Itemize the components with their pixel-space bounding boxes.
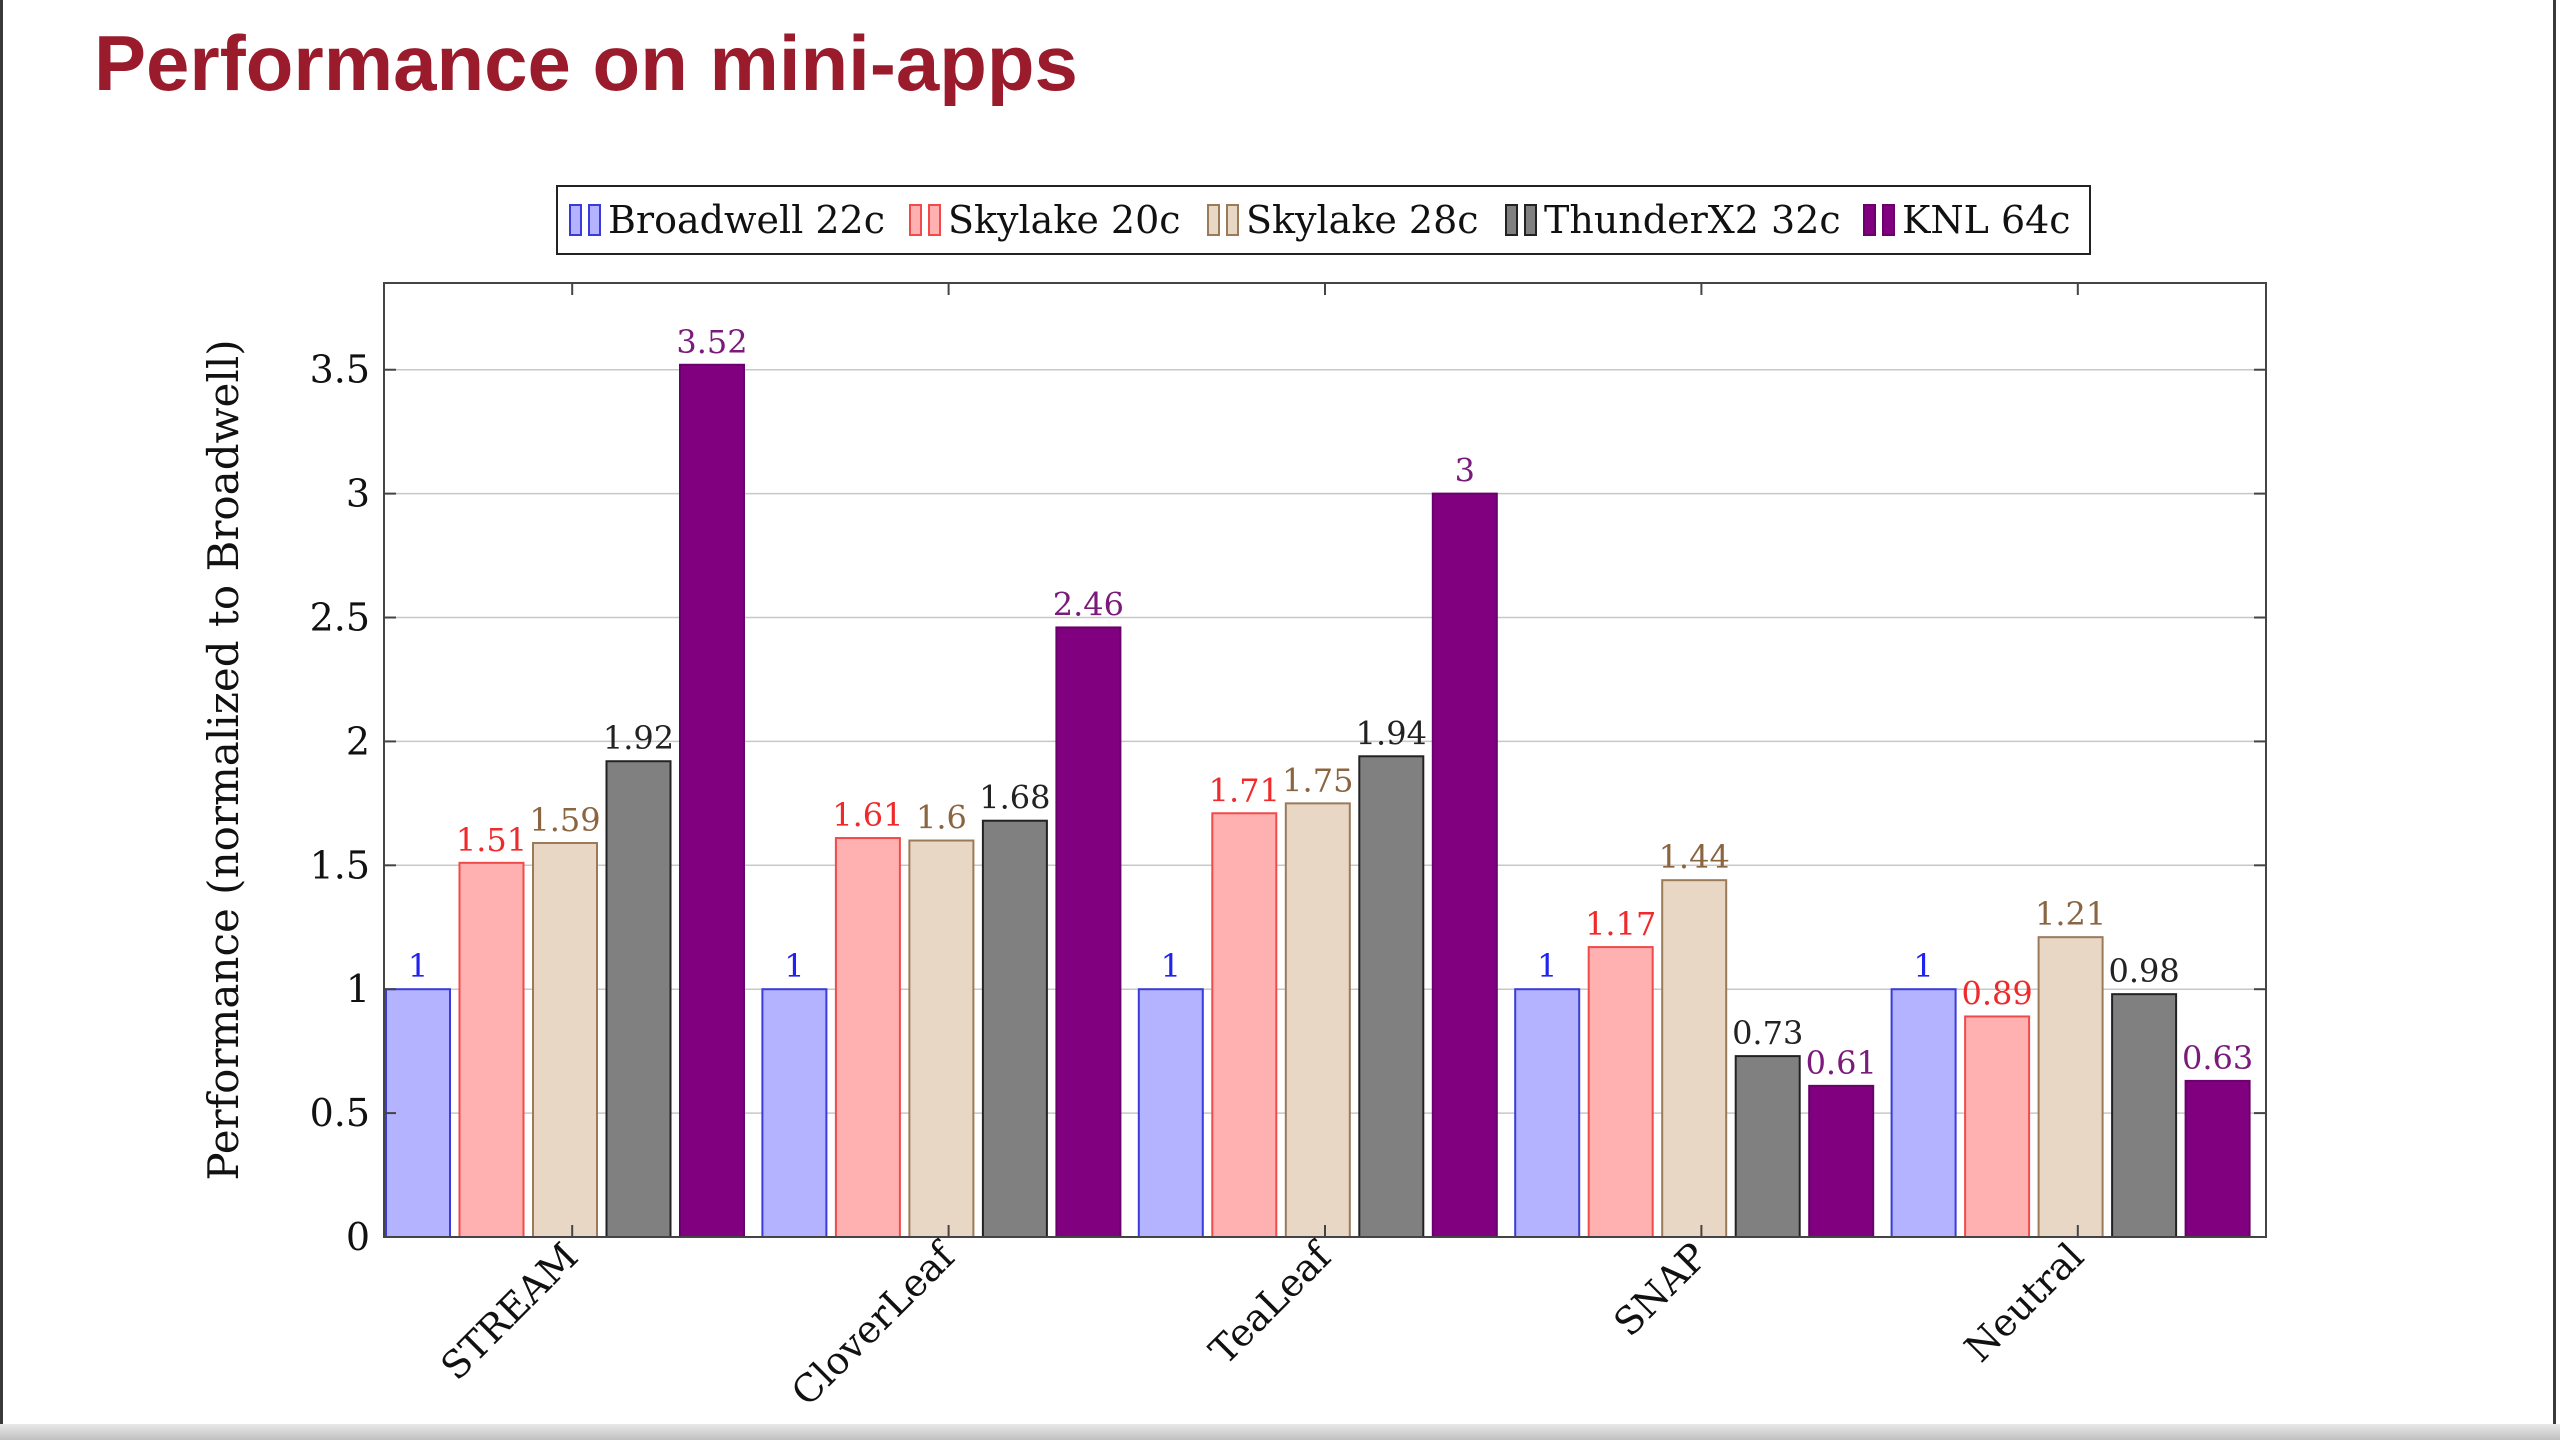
data-label: 0.61: [1806, 1044, 1877, 1082]
y-tick-label: 1: [346, 967, 370, 1011]
legend-label: Skylake 20c: [948, 198, 1181, 242]
data-label: 0.98: [2108, 952, 2179, 990]
bar: [458, 861, 525, 1238]
data-label: 1.44: [1659, 838, 1730, 876]
y-tick-label: 2.5: [310, 596, 370, 640]
bar: [2111, 993, 2178, 1238]
legend-swatch: [588, 204, 601, 236]
bar: [532, 842, 598, 1238]
legend-box: [556, 185, 2091, 255]
bar: [1808, 1084, 1875, 1239]
bar: [1137, 988, 1204, 1238]
data-label: 1: [784, 947, 804, 985]
x-tick-label: SNAP: [1605, 1234, 1716, 1345]
legend-swatch: [1505, 204, 1518, 236]
data-label: 1.75: [1282, 761, 1353, 799]
bar: [2037, 936, 2104, 1239]
data-label: 1.17: [1585, 905, 1656, 943]
bar: [1284, 802, 1351, 1238]
data-label: 1: [408, 947, 428, 985]
data-label: 2.46: [1053, 585, 1124, 623]
legend-swatch: [1863, 204, 1876, 236]
bar: [2184, 1079, 2251, 1238]
bar: [1734, 1055, 1801, 1238]
legend-label: Broadwell 22c: [608, 198, 885, 242]
y-axis-label: Performance (normalized to Broadwell): [199, 339, 248, 1180]
data-label: 0.63: [2182, 1039, 2253, 1077]
bar: [834, 837, 901, 1239]
bar: [1055, 626, 1122, 1238]
data-label: 1.6: [916, 799, 967, 837]
data-label: 1.94: [1356, 714, 1427, 752]
bar: [1431, 492, 1498, 1239]
legend-swatch: [928, 204, 941, 236]
bar: [679, 363, 745, 1238]
slide-title: Performance on mini-apps: [94, 19, 1078, 107]
legend-swatch: [1226, 204, 1239, 236]
y-tick-label: 0: [346, 1215, 370, 1259]
data-label: 1.51: [456, 821, 527, 859]
data-label: 3: [1455, 452, 1475, 490]
legend-label: Skylake 28c: [1246, 198, 1479, 242]
data-label: 1: [1913, 947, 1933, 985]
y-tick-label: 2: [346, 719, 370, 763]
legend-swatch: [1882, 204, 1895, 236]
y-tick-label: 1.5: [310, 843, 370, 887]
data-label: 3.52: [676, 323, 747, 361]
legend-label: ThunderX2 32c: [1544, 198, 1841, 242]
x-tick-label: TeaLeaf: [1201, 1232, 1342, 1373]
bars: [385, 363, 2251, 1239]
data-label: 1: [1537, 947, 1557, 985]
window-bottom-edge: [0, 1424, 2560, 1440]
bar: [1211, 812, 1278, 1238]
bar: [1587, 946, 1654, 1238]
y-tick-label: 0.5: [310, 1091, 370, 1135]
data-label: 1: [1161, 947, 1181, 985]
data-label: 1.61: [832, 796, 903, 834]
bar: [1514, 988, 1581, 1238]
y-tick-label: 3.5: [310, 348, 370, 392]
data-label: 1.21: [2035, 895, 2106, 933]
y-tick-label: 3: [346, 472, 370, 516]
data-label: 1.68: [979, 779, 1050, 817]
bar: [761, 988, 828, 1238]
x-tick-label: CloverLeaf: [783, 1232, 965, 1414]
bar: [1358, 755, 1425, 1239]
data-label: 1.92: [603, 719, 674, 757]
bar: [1964, 1015, 2031, 1238]
bar: [605, 760, 672, 1238]
legend: Broadwell 22c Skylake 20c Skylake 28c Thund…: [556, 185, 2091, 255]
x-tick-label: Neutral: [1956, 1234, 2092, 1370]
legend-swatch: [569, 204, 582, 236]
data-label: 0.89: [1961, 974, 2032, 1012]
data-label: 1.59: [529, 801, 600, 839]
legend-swatch: [1207, 204, 1220, 236]
bar: [1661, 879, 1728, 1238]
legend-label: KNL 64c: [1902, 198, 2071, 242]
x-tick-label: STREAM: [432, 1234, 586, 1388]
data-label: 0.73: [1732, 1014, 1803, 1052]
bar: [1890, 988, 1957, 1238]
legend-swatch: [1524, 204, 1537, 236]
legend-swatch: [909, 204, 922, 236]
data-label: 1.71: [1209, 771, 1280, 809]
bar: [908, 839, 975, 1238]
bar: [981, 819, 1048, 1239]
